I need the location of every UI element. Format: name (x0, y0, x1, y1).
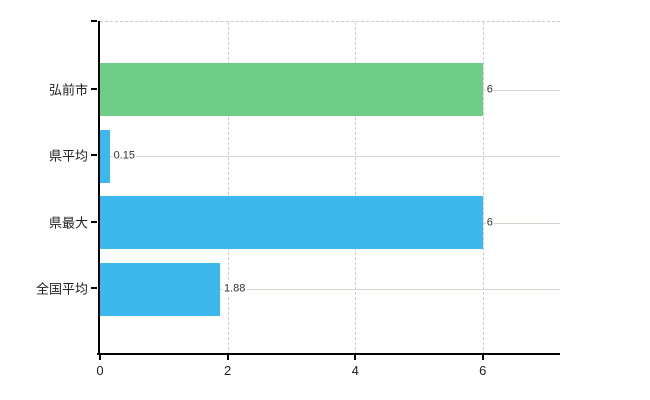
bar-value-label: 6 (485, 216, 494, 229)
category-label: 県平均 (48, 148, 88, 164)
category-label: 全国平均 (35, 281, 88, 297)
x-axis-line (97, 353, 560, 355)
x-tick (226, 355, 229, 360)
x-tick (99, 355, 101, 360)
v-gridline (482, 22, 484, 355)
y-tick (91, 220, 97, 223)
bar (100, 129, 110, 183)
h-gridline (100, 289, 560, 290)
plot-area: 6 0.15 6 1.88 (100, 21, 560, 355)
bar-value-label: 6 (485, 83, 494, 96)
h-gridline (100, 156, 560, 157)
x-tick-label: 0 (96, 363, 104, 378)
x-tick (354, 355, 357, 360)
v-gridline (355, 22, 357, 355)
x-tick-label: 4 (351, 363, 359, 378)
y-tick (91, 87, 97, 90)
bar-value-label: 1.88 (222, 282, 247, 296)
y-tick (91, 20, 97, 22)
x-tick-label: 6 (479, 363, 487, 378)
y-tick (91, 154, 97, 156)
v-gridline (227, 22, 229, 355)
bar (100, 63, 483, 116)
y-axis-line (98, 21, 100, 355)
category-label: 県最大 (48, 215, 88, 230)
bar (100, 196, 483, 249)
category-label: 弘前市 (48, 82, 88, 97)
bar-value-label: 0.15 (112, 149, 136, 163)
bar (100, 262, 220, 316)
x-tick (481, 355, 484, 360)
x-tick-label: 2 (223, 363, 232, 378)
y-tick (91, 287, 97, 289)
